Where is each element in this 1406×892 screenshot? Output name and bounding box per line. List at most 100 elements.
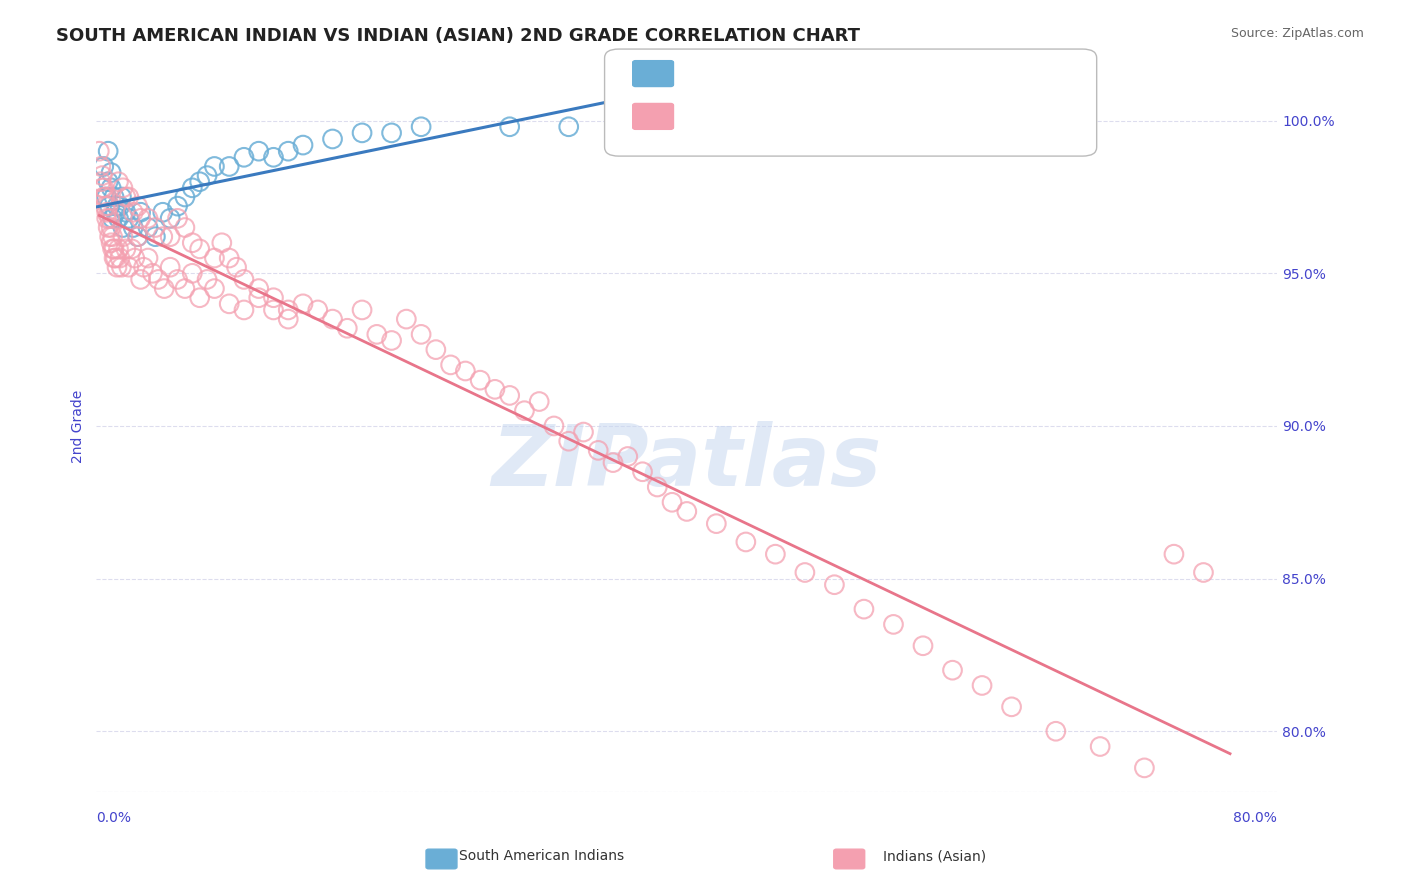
Point	[93, 190, 115, 204]
Point	[1163, 547, 1185, 561]
Point	[94, 190, 117, 204]
Point	[96, 190, 118, 204]
Text: 43: 43	[894, 62, 918, 79]
Point	[103, 190, 125, 204]
Point	[115, 205, 138, 219]
Point	[225, 260, 247, 275]
Point	[352, 126, 374, 140]
Point	[122, 205, 145, 219]
Point	[141, 266, 163, 280]
Point	[101, 211, 124, 226]
Point	[941, 663, 963, 677]
Text: South American Indians: South American Indians	[458, 849, 624, 863]
Point	[763, 547, 786, 561]
Point	[188, 175, 211, 189]
Point	[645, 480, 668, 494]
Point	[195, 169, 218, 183]
Point	[498, 120, 520, 134]
Point	[153, 282, 176, 296]
Point	[159, 211, 181, 226]
Point	[101, 242, 124, 256]
Point	[166, 211, 188, 226]
Point	[91, 169, 114, 183]
Point	[159, 229, 181, 244]
Point	[107, 211, 129, 226]
Point	[484, 382, 506, 396]
Point	[661, 495, 683, 509]
Point	[336, 321, 359, 335]
Point	[513, 403, 536, 417]
Point	[572, 425, 595, 439]
Point	[852, 602, 875, 616]
Point	[174, 282, 197, 296]
Text: 0.538: 0.538	[724, 62, 776, 79]
Point	[823, 578, 845, 592]
Text: 116: 116	[894, 104, 929, 122]
Point	[247, 144, 270, 158]
Point	[1192, 566, 1215, 580]
Point	[411, 120, 433, 134]
Point	[111, 181, 134, 195]
Point	[89, 144, 111, 158]
Point	[233, 302, 256, 317]
Point	[132, 260, 155, 275]
Point	[104, 205, 127, 219]
Point	[108, 199, 131, 213]
Point	[136, 251, 159, 265]
Point	[118, 211, 141, 226]
Point	[322, 312, 344, 326]
Point	[124, 251, 146, 265]
Point	[152, 205, 174, 219]
Point	[543, 419, 565, 434]
Point	[129, 205, 152, 219]
Point	[98, 199, 121, 213]
Point	[181, 181, 204, 195]
Point	[118, 190, 141, 204]
Point	[96, 205, 118, 219]
Point	[97, 220, 120, 235]
Point	[470, 373, 492, 387]
Point	[103, 251, 125, 265]
Point	[188, 291, 211, 305]
Point	[263, 291, 285, 305]
Point	[129, 272, 152, 286]
Point	[136, 211, 159, 226]
Text: 0.0%: 0.0%	[97, 811, 131, 824]
Point	[675, 504, 697, 518]
Text: N =: N =	[851, 106, 880, 120]
Point	[1133, 761, 1156, 775]
Text: N =: N =	[851, 63, 880, 78]
Point	[425, 343, 447, 357]
Point	[107, 242, 129, 256]
Text: ZIPatlas: ZIPatlas	[492, 421, 882, 504]
Point	[366, 327, 388, 342]
Point	[93, 181, 115, 195]
Text: Source: ZipAtlas.com: Source: ZipAtlas.com	[1230, 27, 1364, 40]
Point	[970, 678, 993, 692]
Point	[127, 229, 149, 244]
Y-axis label: 2nd Grade: 2nd Grade	[72, 389, 86, 463]
Point	[96, 211, 118, 226]
Point	[93, 160, 115, 174]
Point	[292, 138, 315, 153]
Point	[104, 251, 127, 265]
Point	[645, 113, 668, 128]
Text: 80.0%: 80.0%	[1233, 811, 1277, 824]
Point	[91, 181, 114, 195]
Point	[195, 272, 218, 286]
Point	[181, 235, 204, 250]
Point	[498, 388, 520, 402]
Point	[148, 272, 170, 286]
Point	[218, 297, 240, 311]
Point	[101, 229, 124, 244]
Point	[1045, 724, 1067, 739]
Point	[381, 334, 404, 348]
Point	[292, 297, 315, 311]
Point	[204, 251, 226, 265]
Point	[882, 617, 904, 632]
Point	[105, 260, 128, 275]
Point	[145, 229, 167, 244]
Point	[166, 199, 188, 213]
Point	[105, 199, 128, 213]
Point	[307, 302, 329, 317]
